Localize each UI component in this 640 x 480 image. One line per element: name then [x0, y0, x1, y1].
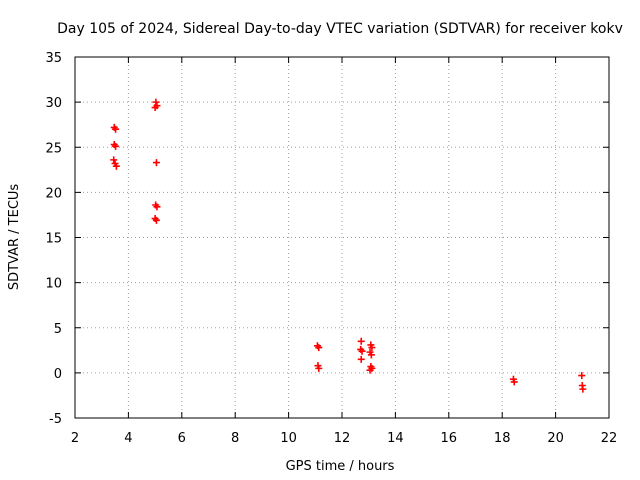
data-point	[152, 159, 160, 167]
x-axis-label: GPS time / hours	[286, 459, 395, 474]
axis-ticks: 2 4 6 8 10 12 14 16 18 20 22 -5 0 5 10 15 20 25 30 35	[45, 51, 617, 446]
y-tick-label: 5	[54, 322, 62, 337]
x-tick-label: 20	[547, 431, 564, 446]
gridlines	[75, 57, 609, 418]
x-tick-label: 14	[387, 431, 404, 446]
y-tick-label: -5	[49, 412, 62, 427]
data-point	[578, 372, 586, 380]
data-point	[152, 216, 160, 224]
x-tick-label: 2	[71, 431, 79, 446]
y-tick-label: 10	[45, 277, 62, 292]
y-axis-label: SDTVAR / TECUs	[7, 184, 22, 291]
y-tick-label: 35	[45, 51, 62, 66]
data-point	[112, 125, 120, 133]
data-point	[368, 344, 376, 352]
x-tick-label: 6	[178, 431, 186, 446]
data-point	[112, 162, 120, 170]
data-point	[367, 351, 375, 359]
y-tick-label: 20	[45, 186, 62, 201]
y-tick-label: 25	[45, 141, 62, 156]
x-tick-label: 18	[494, 431, 511, 446]
y-tick-label: 30	[45, 96, 62, 111]
data-point	[358, 347, 366, 355]
x-tick-label: 16	[441, 431, 458, 446]
data-point	[579, 385, 587, 393]
x-tick-label: 12	[334, 431, 351, 446]
x-tick-label: 4	[124, 431, 132, 446]
chart-title: Day 105 of 2024, Sidereal Day-to-day VTE…	[57, 21, 623, 37]
data-point	[315, 364, 323, 372]
data-point	[153, 203, 161, 211]
data-point	[357, 337, 365, 345]
y-tick-label: 15	[45, 232, 62, 247]
data-points	[110, 98, 587, 393]
x-tick-label: 10	[280, 431, 297, 446]
x-tick-label: 8	[231, 431, 239, 446]
data-point	[151, 104, 159, 112]
x-tick-label: 22	[601, 431, 618, 446]
data-point	[510, 378, 518, 386]
data-point	[152, 98, 160, 106]
data-point	[315, 344, 323, 352]
data-point	[366, 366, 374, 374]
data-point	[357, 355, 365, 363]
y-tick-label: 0	[54, 367, 62, 382]
data-point	[112, 142, 120, 150]
data-point	[110, 156, 118, 164]
